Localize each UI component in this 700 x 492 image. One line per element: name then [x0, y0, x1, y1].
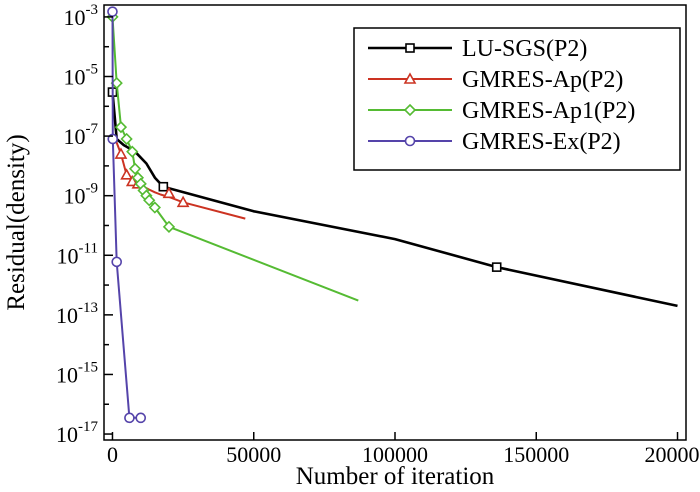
series-2-point-4: [126, 145, 139, 158]
series-2-point-2: [114, 120, 128, 134]
legend-swatch-marker-1: [403, 72, 417, 84]
legend-swatch-marker-2: [403, 103, 417, 117]
x-tick-label-1: 50000: [226, 442, 281, 467]
y-tick-label-5: 10-5: [64, 62, 99, 90]
legend-label-0: LU-SGS(P2): [462, 36, 587, 62]
y-axis-label: Residual(density): [3, 134, 30, 310]
x-tick-label-2: 100000: [362, 442, 428, 467]
legend-label-3: GMRES-Ex(P2): [462, 129, 621, 155]
x-tick-label-4: 200000: [645, 442, 700, 467]
series-2-point-11: [148, 201, 161, 214]
x-tick-label-3: 150000: [503, 442, 569, 467]
series-line-0: [111, 91, 678, 308]
series-0-point-1: [158, 181, 169, 192]
legend-swatch-marker-0: [405, 43, 415, 53]
series-1-point-4: [162, 186, 176, 199]
series-3-point-4: [135, 412, 147, 424]
y-tick-label-13: 10-13: [56, 300, 98, 328]
series-2-point-3: [120, 132, 133, 146]
tick-layer: 0 50000 100000 150000 200000 10-3 10-5 10-7 10-9…: [56, 2, 700, 467]
series-3-point-2: [111, 256, 123, 268]
legend: LU-SGS(P2) GMRES-Ap(P2) GMRES-Ap1(P2) GMRES…: [353, 27, 681, 171]
series-2-point-12: [162, 220, 176, 233]
y-tick-label-9: 10-9: [64, 181, 99, 209]
series-1-point-0: [114, 147, 128, 159]
series-2-point-5: [128, 162, 142, 175]
series-2: [106, 10, 359, 302]
series-1-point-1: [120, 168, 133, 180]
legend-label-1: GMRES-Ap(P2): [462, 67, 623, 93]
x-tick-label-0: 0: [107, 442, 118, 467]
series-3-point-3: [124, 412, 135, 424]
x-axis-label: Number of iteration: [296, 463, 495, 490]
series-3: [107, 6, 147, 424]
y-tick-label-17: 10-17: [56, 419, 98, 447]
series-0-point-2: [491, 262, 502, 272]
y-tick-label-11: 10-11: [57, 240, 98, 268]
series-line-2: [111, 16, 359, 302]
series-2-point-10: [143, 194, 156, 207]
series-3-point-0: [107, 6, 118, 17]
y-tick-label-15: 10-15: [56, 359, 98, 387]
y-tick-label-7: 10-7: [64, 121, 99, 149]
legend-swatch-marker-3: [404, 135, 416, 147]
legend-label-2: GMRES-Ap1(P2): [462, 98, 635, 124]
y-tick-label-3: 10-3: [64, 2, 99, 30]
series-1-point-5: [176, 195, 190, 208]
series-layer: [106, 6, 678, 424]
